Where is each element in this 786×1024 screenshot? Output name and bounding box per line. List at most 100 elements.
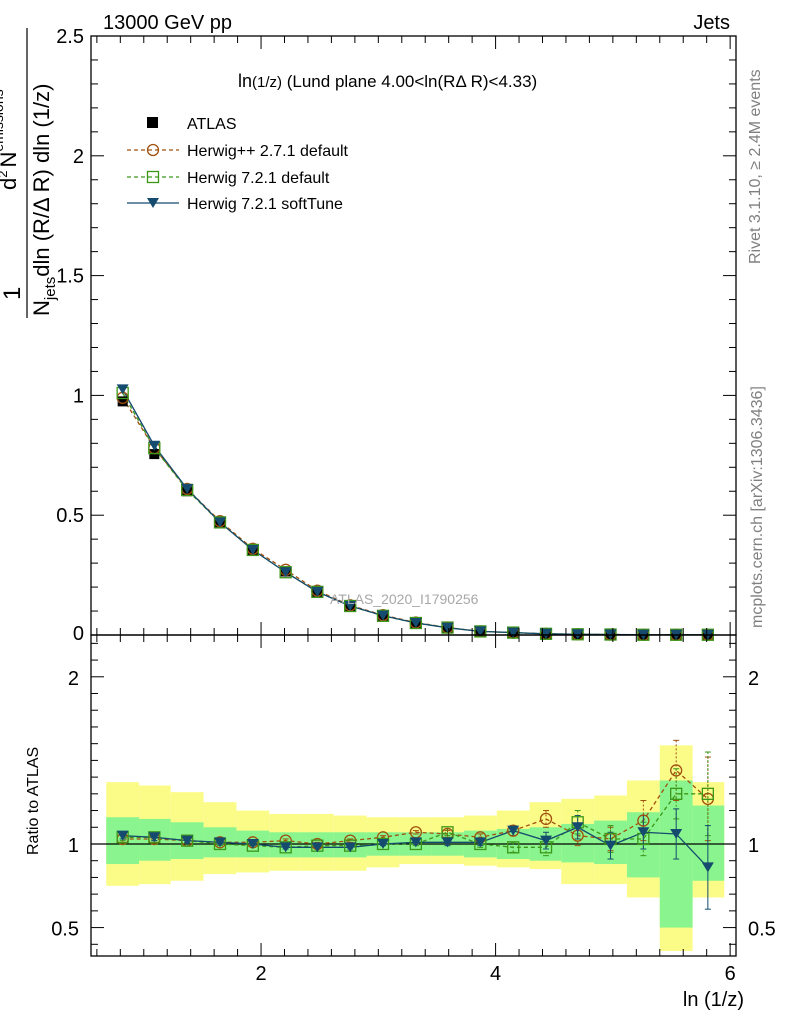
legend-atlas-label: ATLAS [187,116,237,133]
ratio-ytick-label-right-1: 1 [748,835,759,857]
ratio-ytick-label-left-1: 1 [68,835,79,857]
x-tick-label-0: 2 [255,963,266,985]
main-point-s2-3 [213,516,227,529]
ratio-point-s0-13 [539,812,553,826]
ratio-point-s2-7 [344,842,357,853]
main-point-s3-3 [214,517,226,528]
main-point-s3-0 [116,384,129,395]
ratio-point-s2-18 [701,862,714,873]
main-point-s3-1 [148,440,161,451]
main-point-s3-14 [571,629,584,640]
main-point-s2-14 [571,628,584,641]
x-tick-label-2: 6 [725,963,736,985]
main-point-s0-0 [117,396,128,407]
ylabel-numerator: d2Nemissions [0,89,21,190]
main-point-s3-6 [311,586,324,597]
ratio-point-s2-5 [279,842,292,853]
legend-herwigpp-marker [146,143,160,157]
x-axis-label: ln (1/z) [683,989,744,1011]
ratio-point-s2-2 [181,835,194,846]
x-tick-label-1: 4 [490,963,501,985]
ratio-point-s1-17 [670,787,683,800]
ylabel-numerator-one: 1 [0,287,26,300]
mcplots-text: mcplots.cern.ch [arXiv:1306.3436] [749,386,766,628]
main-ytick-label-1: 0.5 [56,505,84,527]
main-plot-content [116,384,715,641]
main-point-s3-12 [507,627,520,638]
ratio-point-s2-16 [637,827,650,838]
main-title: ln(1/z) (Lund plane 4.00<ln(RΔ R)<4.33) [238,71,537,91]
ratio-point-s1-1 [148,831,161,844]
ratio-point-s1-18 [701,787,715,800]
main-ytick-label-4: 2 [73,146,84,168]
legend-herwig7-default-marker [146,170,160,184]
ratio-point-s1-5 [279,841,292,854]
main-point-s3-4 [246,544,259,555]
header-energy: 13000 GeV pp [103,12,232,34]
legend-atlas-marker [147,117,158,128]
ratio-point-s2-9 [409,837,422,848]
legend-herwig7-softtune-label: Herwig 7.2.1 softTune [187,196,343,213]
legend-herwig7-default-label: Herwig 7.2.1 default [187,170,330,187]
ratio-point-s2-17 [670,828,683,839]
ratio-point-s0-12 [507,824,520,837]
ratio-point-s2-13 [540,835,553,846]
ratio-ytick-label-left-2: 2 [68,668,79,690]
main-point-s2-11 [474,625,487,638]
main-panel: 0 0.5 1 1.5 2 2.5 ln(1/z) (Lund plane 4.00<ln… [0,26,737,645]
main-y-axis-label: 1 Njetsdln (R/Δ R) dln (1/z) d2Nemission… [0,28,59,318]
ratio-point-s2-10 [441,837,454,848]
ratio-point-s1-8 [376,837,390,851]
main-point-s3-11 [474,626,487,637]
ratio-point-s0-16 [637,814,650,827]
main-point-s2-6 [311,585,324,599]
main-point-s3-10 [441,622,454,633]
main-point-s2-4 [246,543,259,557]
ratio-point-s2-1 [148,832,161,843]
ratio-point-s0-17 [670,764,683,777]
header-process: Jets [693,12,730,34]
main-ytick-label-2: 1 [73,385,84,407]
ratio-panel: 0.5 0.5 1 1 2 2 2 4 6 Ratio to ATLAS ln (1/z) [25,634,776,1011]
legend: ATLAS Herwig++ 2.7.1 default Herwig 7.2.… [127,116,349,213]
ratio-point-s2-14 [571,822,584,833]
ratio-point-s2-8 [377,838,390,849]
ratio-point-s2-11 [474,837,487,848]
main-point-s3-5 [279,567,292,578]
ratio-point-s2-3 [214,837,226,848]
main-ytick-label-5: 2.5 [56,26,84,48]
ratio-point-s1-2 [181,834,194,847]
ratio-plot-content [91,739,736,951]
ratio-y-axis-label: Ratio to ATLAS [25,747,42,855]
main-point-s3-13 [540,628,553,639]
ylabel-denominator: Njetsdln (R/Δ R) dln (1/z) [29,84,59,316]
main-point-s2-5 [279,566,292,579]
main-ytick-label-3: 1.5 [56,266,84,288]
main-point-s2-8 [376,609,390,622]
ratio-point-s1-12 [507,841,520,854]
ratio-ytick-label-right-2: 2 [748,668,759,690]
ratio-frame [90,634,737,957]
ratio-point-s2-0 [116,830,129,841]
ratio-axes: 0.5 0.5 1 1 2 2 2 4 6 [51,634,776,985]
main-point-s2-9 [409,616,422,630]
ratio-point-s2-6 [311,842,324,853]
analysis-watermark: ATLAS_2020_I1790256 [330,591,479,607]
legend-herwig7-softtune-marker [147,198,159,208]
main-point-s3-7 [344,601,357,612]
main-point-s3-2 [181,483,194,494]
ratio-ytick-label-left-0: 0.5 [51,919,79,941]
main-point-s3-9 [409,618,422,629]
rivet-version-text: Rivet 3.1.10, ≥ 2.4M events [747,69,764,264]
ratio-point-s2-15 [604,840,617,851]
main-axes: 0 0.5 1 1.5 2 2.5 [56,26,737,645]
main-point-s3-8 [377,610,390,621]
main-point-s2-10 [441,621,454,634]
main-point-s2-7 [344,599,357,613]
main-point-s2-13 [539,627,553,640]
ratio-ytick-label-right-0: 0.5 [748,919,776,941]
ratio-point-s2-4 [246,838,259,849]
legend-herwigpp-label: Herwig++ 2.7.1 default [187,143,349,160]
ratio-point-s2-12 [507,825,520,836]
